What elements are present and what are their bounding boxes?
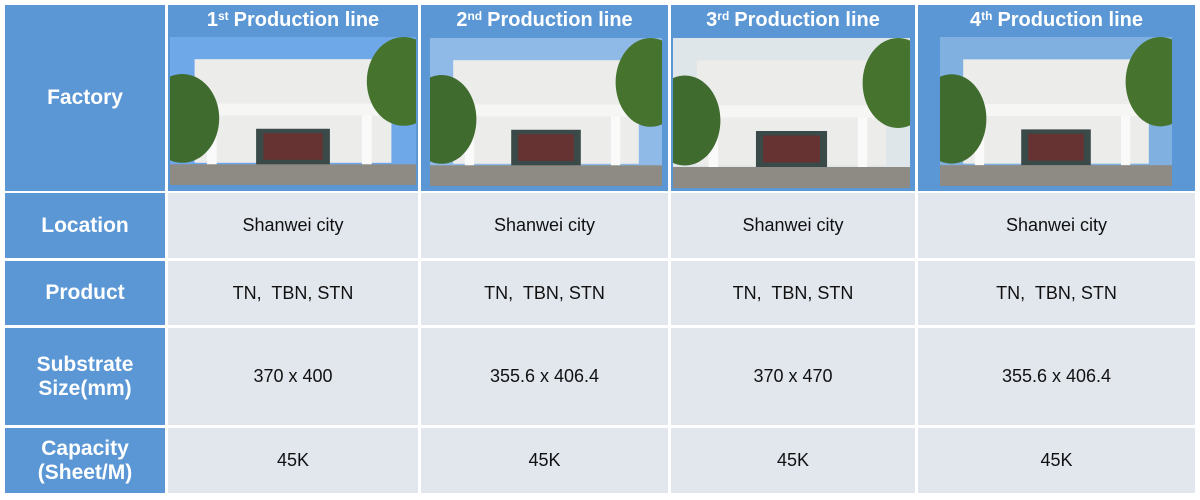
table-cell: Shanwei city [168, 193, 418, 258]
table-cell: 355.6 x 406.4 [918, 328, 1195, 425]
header-number: 1 [206, 9, 218, 31]
row-label: Substrate Size(mm) [5, 328, 165, 425]
table-cell: TN, TBN, STN [918, 261, 1195, 325]
table-cell: TN, TBN, STN [421, 261, 668, 325]
header-suffix: rd [717, 9, 730, 23]
header-number: 2 [456, 9, 468, 31]
table-cell: Shanwei city [918, 193, 1195, 258]
table-cell: TN, TBN, STN [168, 261, 418, 325]
factory-photo [430, 38, 662, 186]
table-cell: Shanwei city [421, 193, 668, 258]
header-suffix: st [217, 9, 229, 23]
header-label: Production line [233, 9, 380, 31]
row-label: Capacity (Sheet/M) [5, 428, 165, 493]
table-cell: 370 x 400 [168, 328, 418, 425]
header-number: 4 [969, 9, 982, 31]
table-cell: 45K [918, 428, 1195, 493]
table-cell: 45K [168, 428, 418, 493]
header-suffix: nd [467, 9, 483, 23]
table-cell: 355.6 x 406.4 [421, 328, 668, 425]
table-cell: 45K [671, 428, 915, 493]
factory-photo [170, 37, 416, 185]
header-number: 3 [706, 9, 718, 31]
header-label: Production line [487, 9, 633, 31]
factory-photo [940, 37, 1172, 186]
row-label: Factory [5, 5, 165, 191]
row-label: Product [5, 261, 165, 325]
header-label: Production line [734, 9, 880, 31]
table-cell: 45K [421, 428, 668, 493]
table-cell: Shanwei city [671, 193, 915, 258]
header-label: Production line [997, 9, 1143, 31]
factory-photo [673, 38, 910, 188]
header-suffix: th [981, 9, 993, 23]
table-cell: TN, TBN, STN [671, 261, 915, 325]
table-cell: 370 x 470 [671, 328, 915, 425]
row-label: Location [5, 193, 165, 258]
